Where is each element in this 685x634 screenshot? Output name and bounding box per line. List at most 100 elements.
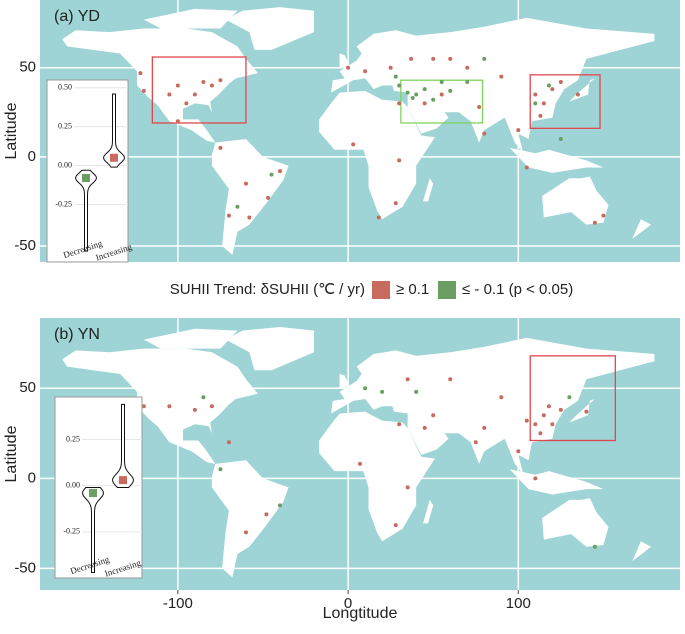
city-point — [533, 422, 538, 427]
city-point — [393, 523, 398, 528]
city-point — [243, 530, 248, 535]
city-point — [431, 56, 436, 61]
city-point — [465, 79, 470, 84]
x-tick-label: 0 — [344, 595, 352, 612]
y-tick-label: -50 — [14, 559, 36, 576]
violin-median — [82, 174, 90, 182]
city-point — [477, 104, 482, 109]
city-point — [533, 476, 538, 481]
legend-title: SUHII Trend: δSUHII (℃ / yr) — [170, 281, 365, 298]
city-point — [201, 395, 206, 400]
violin-median — [119, 476, 127, 485]
city-point — [243, 181, 248, 186]
city-point — [226, 213, 231, 218]
city-point — [393, 74, 398, 79]
y-axis-label: Latitude — [3, 102, 20, 159]
city-point — [550, 87, 555, 92]
city-point — [192, 92, 197, 97]
city-point — [138, 71, 143, 76]
city-point — [218, 145, 223, 150]
city-point — [405, 485, 410, 490]
inset-tick-label: -0.25 — [55, 199, 72, 208]
land — [542, 176, 609, 225]
city-point — [541, 101, 546, 106]
city-point — [351, 142, 356, 147]
land — [143, 328, 238, 349]
city-point — [184, 101, 189, 106]
city-point — [278, 169, 282, 174]
city-point — [247, 215, 252, 220]
city-point — [141, 88, 146, 93]
y-axis-label: Latitude — [3, 425, 20, 482]
city-point — [448, 88, 453, 93]
city-point — [410, 96, 415, 101]
city-point — [541, 413, 546, 418]
city-point — [405, 90, 410, 95]
city-point — [264, 512, 269, 517]
city-point — [209, 404, 214, 409]
city-point — [448, 56, 453, 61]
city-point — [439, 92, 444, 97]
land — [331, 17, 655, 154]
city-point — [592, 544, 597, 549]
land — [62, 348, 258, 464]
city-point — [380, 389, 385, 394]
legend-label: ≤ - 0.1 (p < 0.05) — [462, 281, 573, 298]
city-point — [538, 113, 543, 118]
city-point — [550, 422, 555, 427]
region-box — [529, 355, 616, 442]
city-point — [482, 425, 487, 430]
violin — [112, 403, 134, 488]
city-point — [414, 92, 419, 97]
city-point — [524, 418, 529, 423]
region-box — [529, 74, 601, 129]
city-point — [601, 213, 606, 218]
city-point — [175, 119, 180, 124]
land — [422, 178, 434, 202]
city-point — [465, 65, 470, 70]
city-point — [592, 220, 597, 225]
city-point — [482, 131, 487, 136]
land — [331, 337, 655, 475]
violin — [102, 93, 126, 168]
city-point — [192, 407, 197, 412]
city-point — [363, 386, 368, 391]
city-point — [558, 407, 563, 412]
city-point — [546, 404, 551, 409]
city-point — [546, 83, 551, 88]
land — [143, 8, 238, 29]
inset-tick-label: 0.25 — [58, 121, 72, 130]
region-box — [151, 56, 247, 124]
land — [339, 53, 350, 68]
city-point — [376, 215, 381, 220]
violin — [74, 169, 98, 252]
city-point — [431, 413, 436, 418]
city-point — [575, 92, 580, 97]
land — [211, 460, 289, 578]
city-point — [524, 165, 529, 170]
city-point — [397, 158, 402, 163]
land — [632, 541, 652, 562]
land — [225, 7, 315, 50]
city-point — [422, 87, 427, 92]
inset-tick-label: -0.25 — [63, 527, 80, 536]
land — [339, 373, 350, 389]
city-point — [397, 83, 402, 88]
city-point — [397, 422, 402, 427]
city-point — [422, 101, 427, 106]
city-point — [558, 79, 563, 84]
violin — [82, 487, 104, 573]
city-point — [363, 69, 368, 74]
city-point — [516, 128, 521, 133]
city-point — [499, 395, 504, 400]
legend-label: ≥ 0.1 — [396, 281, 429, 298]
city-point — [567, 395, 572, 400]
y-tick-label: 0 — [28, 148, 36, 165]
x-tick-label: -100 — [163, 595, 193, 612]
land — [569, 399, 595, 423]
city-point — [346, 65, 351, 70]
city-point — [226, 440, 231, 445]
city-point — [358, 461, 362, 466]
land — [632, 219, 652, 239]
